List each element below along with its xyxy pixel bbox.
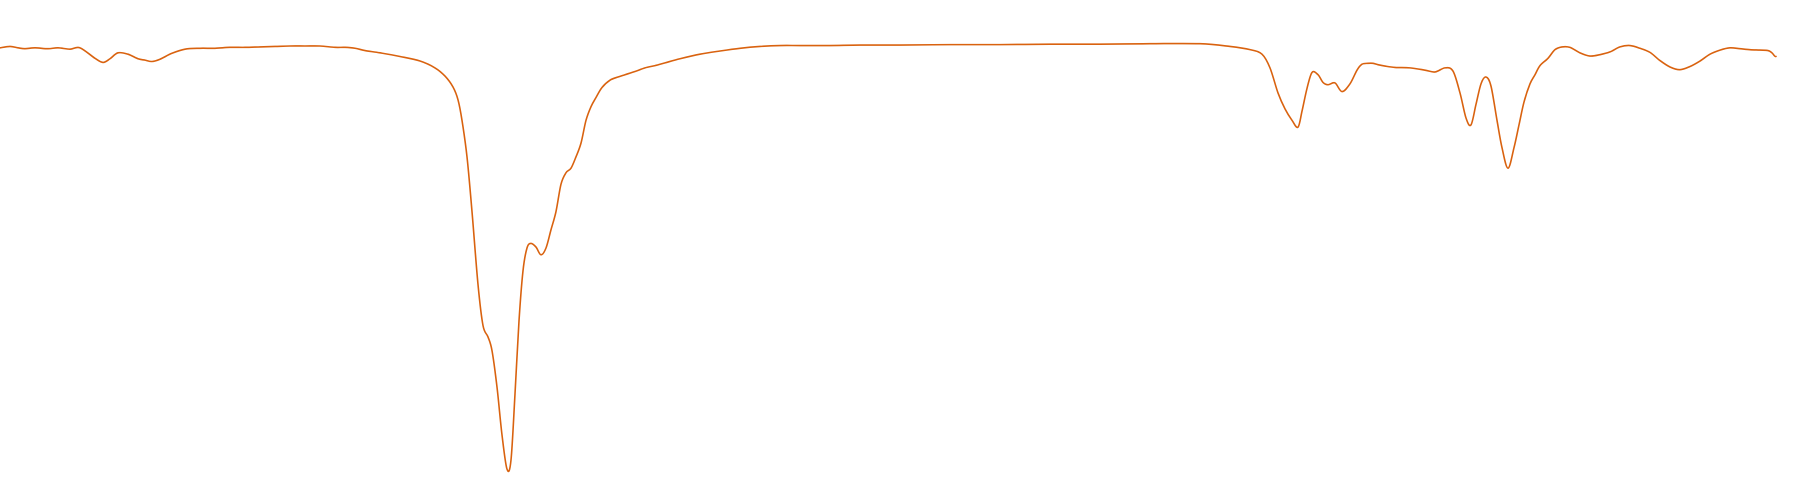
series-line-0 xyxy=(0,42,1777,473)
